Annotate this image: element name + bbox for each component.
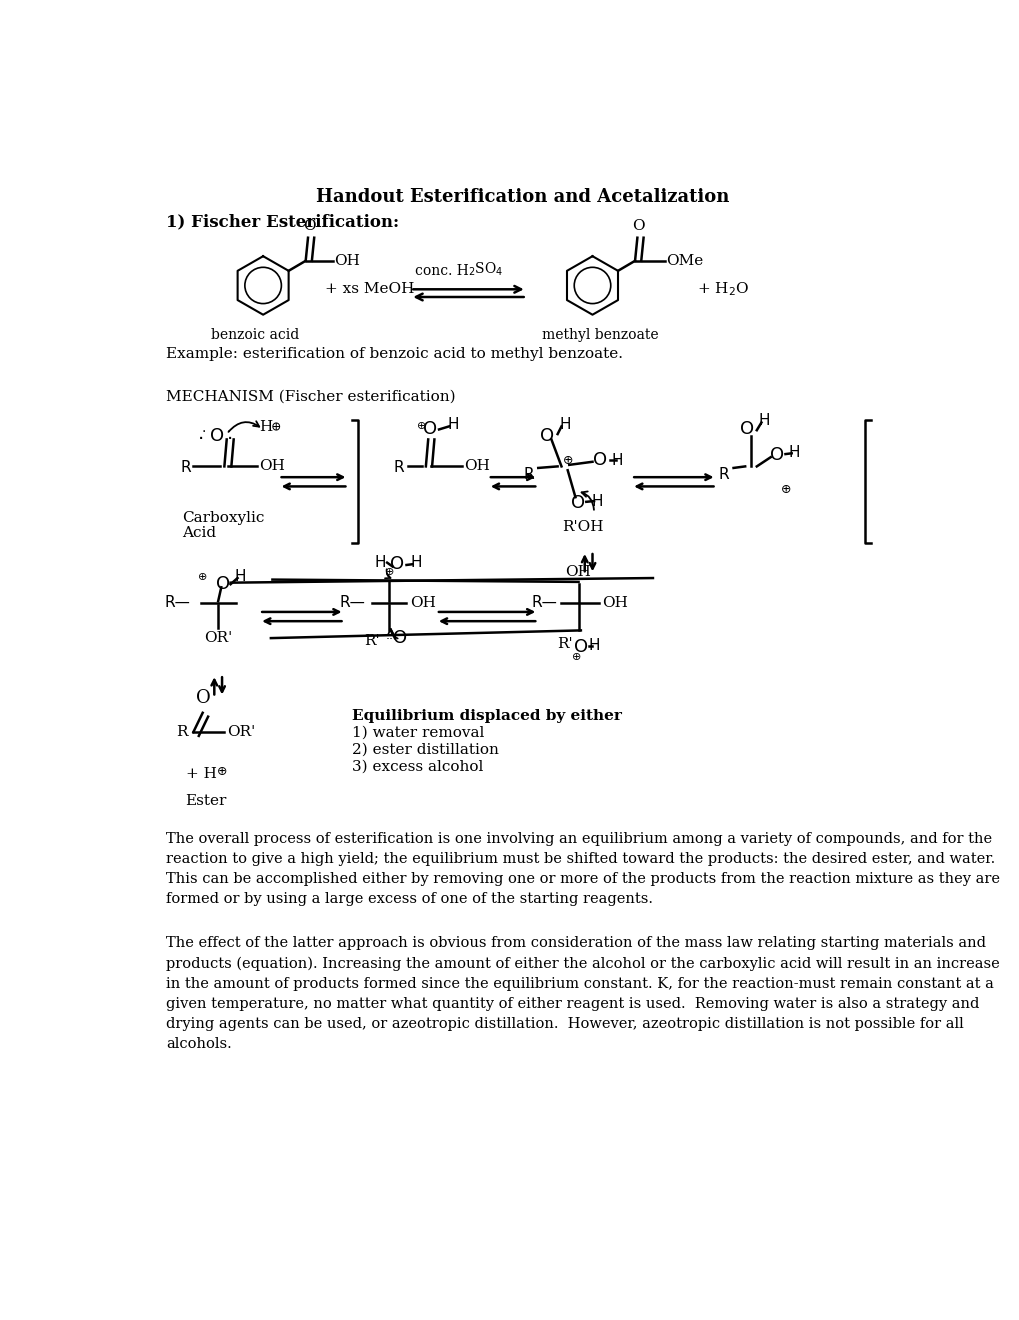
Text: + H: + H [185,767,216,780]
Text: The effect of the latter approach is obvious from consideration of the mass law : The effect of the latter approach is obv… [166,936,999,1051]
Text: O: O [632,219,645,234]
Text: O: O [209,426,223,445]
Text: OH: OH [601,595,627,610]
Text: 3) excess alcohol: 3) excess alcohol [352,760,483,774]
Text: ·: · [198,430,204,449]
Text: Ester: Ester [185,793,227,808]
Text: O: O [571,495,585,512]
Text: 1) Fischer Esterification:: 1) Fischer Esterification: [166,214,399,231]
Text: H: H [259,420,272,434]
Text: O: O [216,576,229,593]
Text: OR': OR' [204,631,232,645]
Text: 2) ester distillation: 2) ester distillation [352,743,498,756]
Text: ··: ·· [385,634,393,647]
Text: H: H [234,569,246,583]
Text: H: H [559,417,571,432]
Text: R: R [176,725,187,739]
Text: H: H [591,494,602,508]
Text: OR': OR' [226,725,255,739]
Text: H: H [758,413,769,428]
Text: O: O [303,219,316,234]
Text: R—: R— [531,595,556,610]
Text: Example: esterification of benzoic acid to methyl benzoate.: Example: esterification of benzoic acid … [166,347,623,362]
Text: ·: · [201,425,206,438]
Text: O: O [422,421,436,438]
Text: OH: OH [259,459,285,474]
Text: O: O [769,446,784,463]
Text: O: O [196,689,211,706]
Text: conc. H: conc. H [415,264,468,277]
Text: OH: OH [410,595,436,610]
Text: R': R' [364,634,379,648]
Text: R: R [180,461,191,475]
Text: R—: R— [165,595,191,610]
Text: O: O [389,556,404,573]
Text: methyl benzoate: methyl benzoate [541,327,658,342]
Text: Handout Esterification and Acetalization: Handout Esterification and Acetalization [316,187,729,206]
Text: OH: OH [465,459,490,474]
Text: O: O [593,451,606,469]
Text: R—: R— [339,595,365,610]
Text: 1) water removal: 1) water removal [352,726,484,741]
Text: ·: · [226,425,230,438]
Text: ⊕: ⊕ [781,483,791,496]
Text: + H$_2$O: + H$_2$O [696,280,749,298]
Text: ⊕: ⊕ [417,421,426,432]
Text: ⊕: ⊕ [572,652,581,661]
Text: ⊕: ⊕ [198,572,207,582]
Text: $_2$SO$_4$: $_2$SO$_4$ [468,260,503,277]
Text: H: H [788,445,799,461]
Text: R: R [393,461,404,475]
Text: O: O [393,630,407,647]
Text: H: H [611,453,623,467]
Text: The overall process of esterification is one involving an equilibrium among a va: The overall process of esterification is… [166,832,1000,907]
Text: Carboxylic: Carboxylic [181,511,264,525]
Text: R: R [523,466,534,482]
Text: Acid: Acid [181,525,216,540]
Text: ⊕: ⊕ [271,422,281,434]
Text: + xs MeOH: + xs MeOH [325,282,414,296]
Text: Equilibrium displaced by either: Equilibrium displaced by either [352,709,622,723]
Text: benzoic acid: benzoic acid [211,327,300,342]
Text: O: O [740,421,754,438]
Text: H: H [374,556,385,570]
Text: OMe: OMe [665,253,703,268]
Text: O: O [574,639,587,656]
Text: H: H [446,417,459,432]
Text: R': R' [557,636,573,651]
Text: OH: OH [334,253,360,268]
Text: MECHANISM (Fischer esterification): MECHANISM (Fischer esterification) [166,389,455,404]
Text: ⊕: ⊕ [561,454,573,467]
Text: R'OH: R'OH [561,520,603,535]
Text: H: H [588,639,599,653]
Text: ·: · [226,430,232,449]
Text: H: H [410,556,421,570]
Text: OH: OH [566,565,591,579]
Text: ⊕: ⊕ [384,566,393,577]
Text: R: R [718,466,729,482]
Text: O: O [540,426,554,445]
Text: ⊕: ⊕ [216,766,227,779]
